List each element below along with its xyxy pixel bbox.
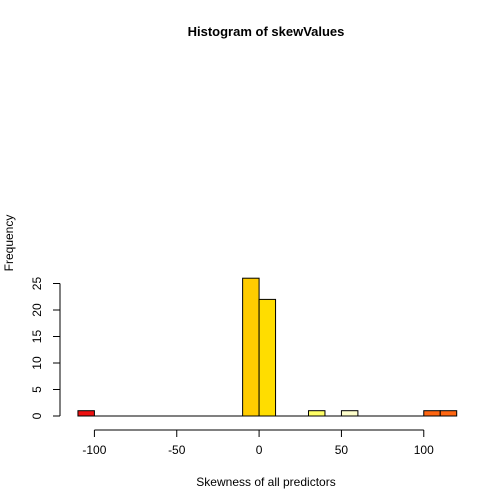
y-tick-label: 15 <box>30 330 44 344</box>
y-axis-label: Frequency <box>2 215 16 272</box>
histogram-bar <box>340 410 359 417</box>
y-tick-label: 25 <box>30 277 44 291</box>
y-tick-label: 5 <box>30 386 44 393</box>
chart-title: Histogram of skewValues <box>188 24 345 39</box>
y-tick-label: 10 <box>30 356 44 370</box>
y-tick-label: 20 <box>30 303 44 317</box>
histogram-bar <box>307 410 326 417</box>
x-tick-label: 0 <box>256 443 263 457</box>
x-tick-label: 100 <box>414 443 434 457</box>
histogram-bar <box>258 298 277 417</box>
histogram-bar <box>423 410 441 417</box>
bars-group <box>77 277 458 417</box>
x-axis-label: Skewness of all predictors <box>196 475 335 489</box>
x-tick-label: -50 <box>168 443 186 457</box>
x-tick-label: -100 <box>82 443 106 457</box>
x-axis: -100 -50 0 50 100 <box>82 429 434 457</box>
histogram-bar <box>77 410 95 417</box>
y-tick-label: 0 <box>30 412 44 419</box>
histogram-bar <box>242 277 260 417</box>
histogram-bar <box>439 410 458 417</box>
x-tick-label: 50 <box>335 443 349 457</box>
y-axis: 0 5 10 15 20 25 <box>30 277 61 419</box>
